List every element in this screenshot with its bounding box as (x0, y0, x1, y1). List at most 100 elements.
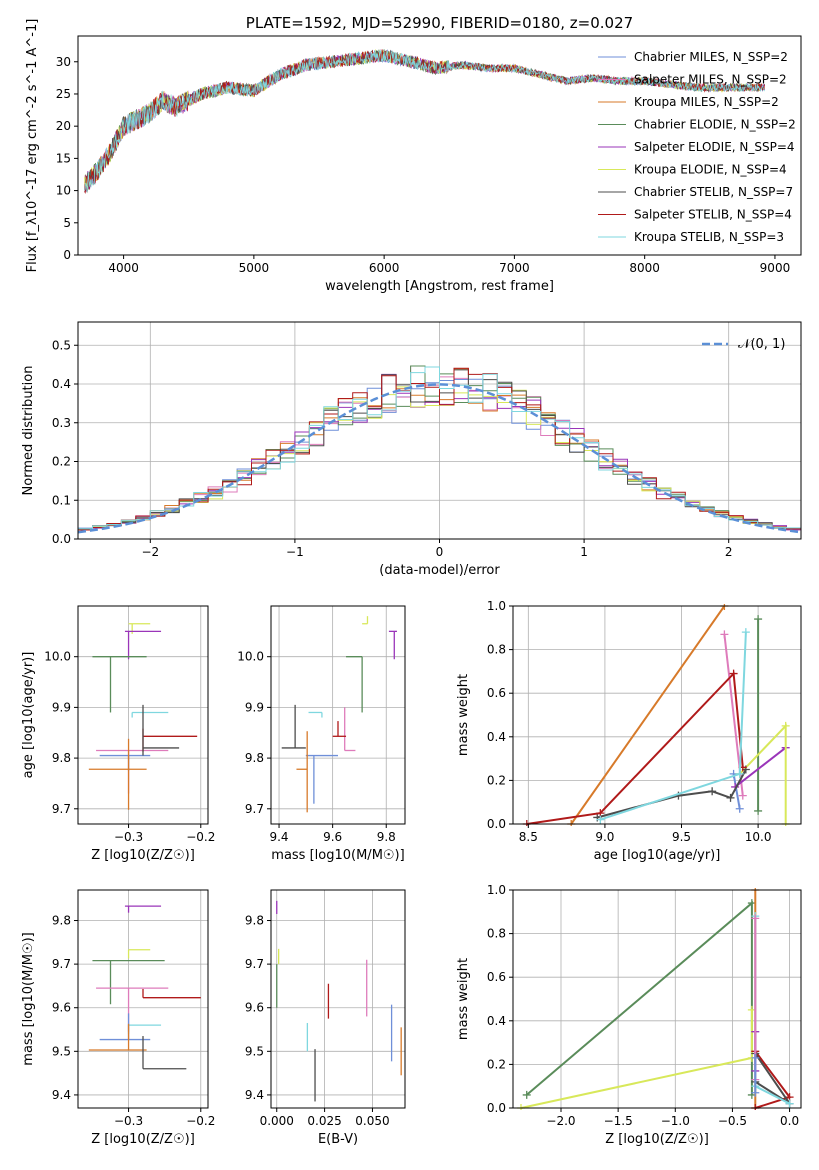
axes-frame (270, 889, 406, 1109)
panel-age_vs_mass: 9.4 9.6 9.8 9.7 9.8 9.9 10.0 mass [log10(M/M☉)] (237, 605, 406, 863)
histogram-step (78, 366, 801, 532)
plot-area (281, 616, 397, 813)
point-marker (720, 630, 729, 639)
y-tick-label: 9.7 (245, 957, 264, 971)
x-tick-label: −2.0 (546, 1114, 575, 1128)
series-line (570, 605, 726, 825)
point-marker (726, 793, 735, 802)
y-tick-label: 5 (63, 216, 71, 230)
plot-area (522, 604, 790, 826)
x-tick-label: 9.4 (269, 830, 288, 844)
x-tick-label: −0.2 (186, 1114, 215, 1128)
x-tick-label: −0.3 (114, 830, 143, 844)
y-axis-label: Normed distribution (21, 366, 36, 496)
x-axis-label: age [log10(age/yr)] (594, 848, 721, 863)
x-tick-label: −0.3 (114, 1114, 143, 1128)
x-tick-label: 8000 (629, 261, 660, 275)
point-marker (781, 721, 790, 730)
panel-residuals: 𝒩(0, 1) −2 −1 0 1 2 0.0 0.1 0.2 0.3 0.4 0.5 (data-mo… (21, 321, 802, 578)
x-tick-label: 8.5 (519, 830, 538, 844)
legend-entry: Kroupa ELODIE, N_SSP=4 (634, 163, 787, 177)
axes-frame (512, 889, 802, 1109)
series-line (732, 773, 741, 809)
panel-spectrum: PLATE=1592, MJD=52990, FIBERID=0180, z=0… (25, 14, 802, 294)
histograms (78, 365, 801, 534)
x-tick-label: 0 (436, 545, 444, 559)
errorbars (88, 623, 198, 810)
y-tick-label: 10 (56, 184, 71, 198)
legend-entry: Chabrier ELODIE, N_SSP=2 (634, 118, 796, 132)
plot-area (517, 888, 794, 1110)
chart-title: PLATE=1592, MJD=52990, FIBERID=0180, z=0… (246, 14, 633, 32)
point-marker (751, 1088, 760, 1097)
y-tick-label: 0.3 (52, 416, 71, 430)
y-tick-label: 9.9 (245, 700, 264, 714)
y-tick-label: 9.6 (52, 1001, 71, 1015)
plot-area (88, 905, 201, 1070)
point-marker (708, 787, 717, 796)
axes-frame (77, 889, 209, 1109)
series-line (520, 1009, 753, 1109)
figure-layer: PLATE=1592, MJD=52990, FIBERID=0180, z=0… (21, 14, 802, 1147)
y-tick-label: 1.0 (487, 883, 506, 897)
x-tick-label: 9.0 (595, 830, 614, 844)
legend-entry: Kroupa MILES, N_SSP=2 (634, 95, 779, 109)
y-tick-label: 15 (56, 151, 71, 165)
y-tick-label: 0.4 (52, 377, 71, 391)
y-tick-label: 0.5 (52, 338, 71, 352)
y-tick-label: 1.0 (487, 599, 506, 613)
panel-mass_vs_ebv: 0.000 0.025 0.050 9.4 9.5 9.6 9.7 9.8 E(B-V) (245, 889, 406, 1147)
point-marker (596, 815, 605, 824)
y-axis-label: mass weight (456, 958, 471, 1040)
x-tick-label: −1.5 (604, 1114, 633, 1128)
x-axis-label: (data-model)/error (379, 563, 500, 578)
point-marker (785, 1099, 794, 1108)
y-tick-label: 0.2 (487, 1057, 506, 1071)
y-tick-label: 0 (63, 248, 71, 262)
x-tick-label: 6000 (369, 261, 400, 275)
axes-frame (77, 605, 209, 825)
x-tick-label: −0.2 (186, 830, 215, 844)
x-tick-label: 0.000 (260, 1114, 294, 1128)
errorbars (88, 905, 201, 1070)
x-tick-label: −2 (141, 545, 159, 559)
point-marker (751, 1053, 760, 1062)
x-tick-label: 2 (725, 545, 733, 559)
legend-entry: Chabrier MILES, N_SSP=2 (634, 50, 788, 64)
y-tick-label: 9.5 (52, 1044, 71, 1058)
plot-area (276, 900, 402, 1102)
legend: Chabrier MILES, N_SSP=2 Salpeter MILES, N… (598, 50, 796, 244)
y-tick-label: 0.4 (487, 1014, 506, 1028)
x-tick-label: 9000 (760, 261, 791, 275)
point-marker (735, 769, 744, 778)
y-tick-label: 0.8 (487, 927, 506, 941)
x-tick-label: −1 (286, 545, 304, 559)
x-tick-label: 0.0 (780, 1114, 799, 1128)
plot-area: 𝒩(0, 1) (78, 337, 801, 534)
y-tick-label: 0.0 (52, 532, 71, 546)
x-tick-label: 7000 (499, 261, 530, 275)
x-tick-label: −1.0 (661, 1114, 690, 1128)
axes-frame (77, 35, 802, 256)
legend-entry: Chabrier STELIB, N_SSP=7 (634, 185, 793, 199)
weight-lines (517, 888, 794, 1110)
y-tick-label: 10.0 (237, 650, 264, 664)
axes-frame (512, 605, 802, 825)
x-tick-label: 5000 (239, 261, 270, 275)
x-tick-label: −0.5 (718, 1114, 747, 1128)
series-line (734, 746, 787, 788)
errorbars (276, 900, 402, 1102)
y-tick-label: 9.7 (52, 957, 71, 971)
x-tick-label: 9.6 (323, 830, 342, 844)
x-tick-label: 9.8 (377, 830, 396, 844)
x-axis-label: mass [log10(M/M☉)] (271, 848, 404, 863)
panel-age_vs_Z: −0.3 −0.2 9.7 9.8 9.9 10.0 Z [log10(Z/Z☉)] age … (21, 605, 215, 863)
y-tick-label: 9.6 (245, 1001, 264, 1015)
y-tick-label: 9.9 (52, 700, 71, 714)
y-tick-label: 0.1 (52, 493, 71, 507)
y-tick-label: 0.0 (487, 1101, 506, 1115)
panel-mass_weight_vs_Z: −2.0 −1.5 −1.0 −0.5 0.0 0.0 0.2 0.4 0.6 0.8 1.0 Z [… (456, 883, 802, 1147)
errorbars (281, 616, 397, 813)
x-tick-label: 0.050 (355, 1114, 389, 1128)
